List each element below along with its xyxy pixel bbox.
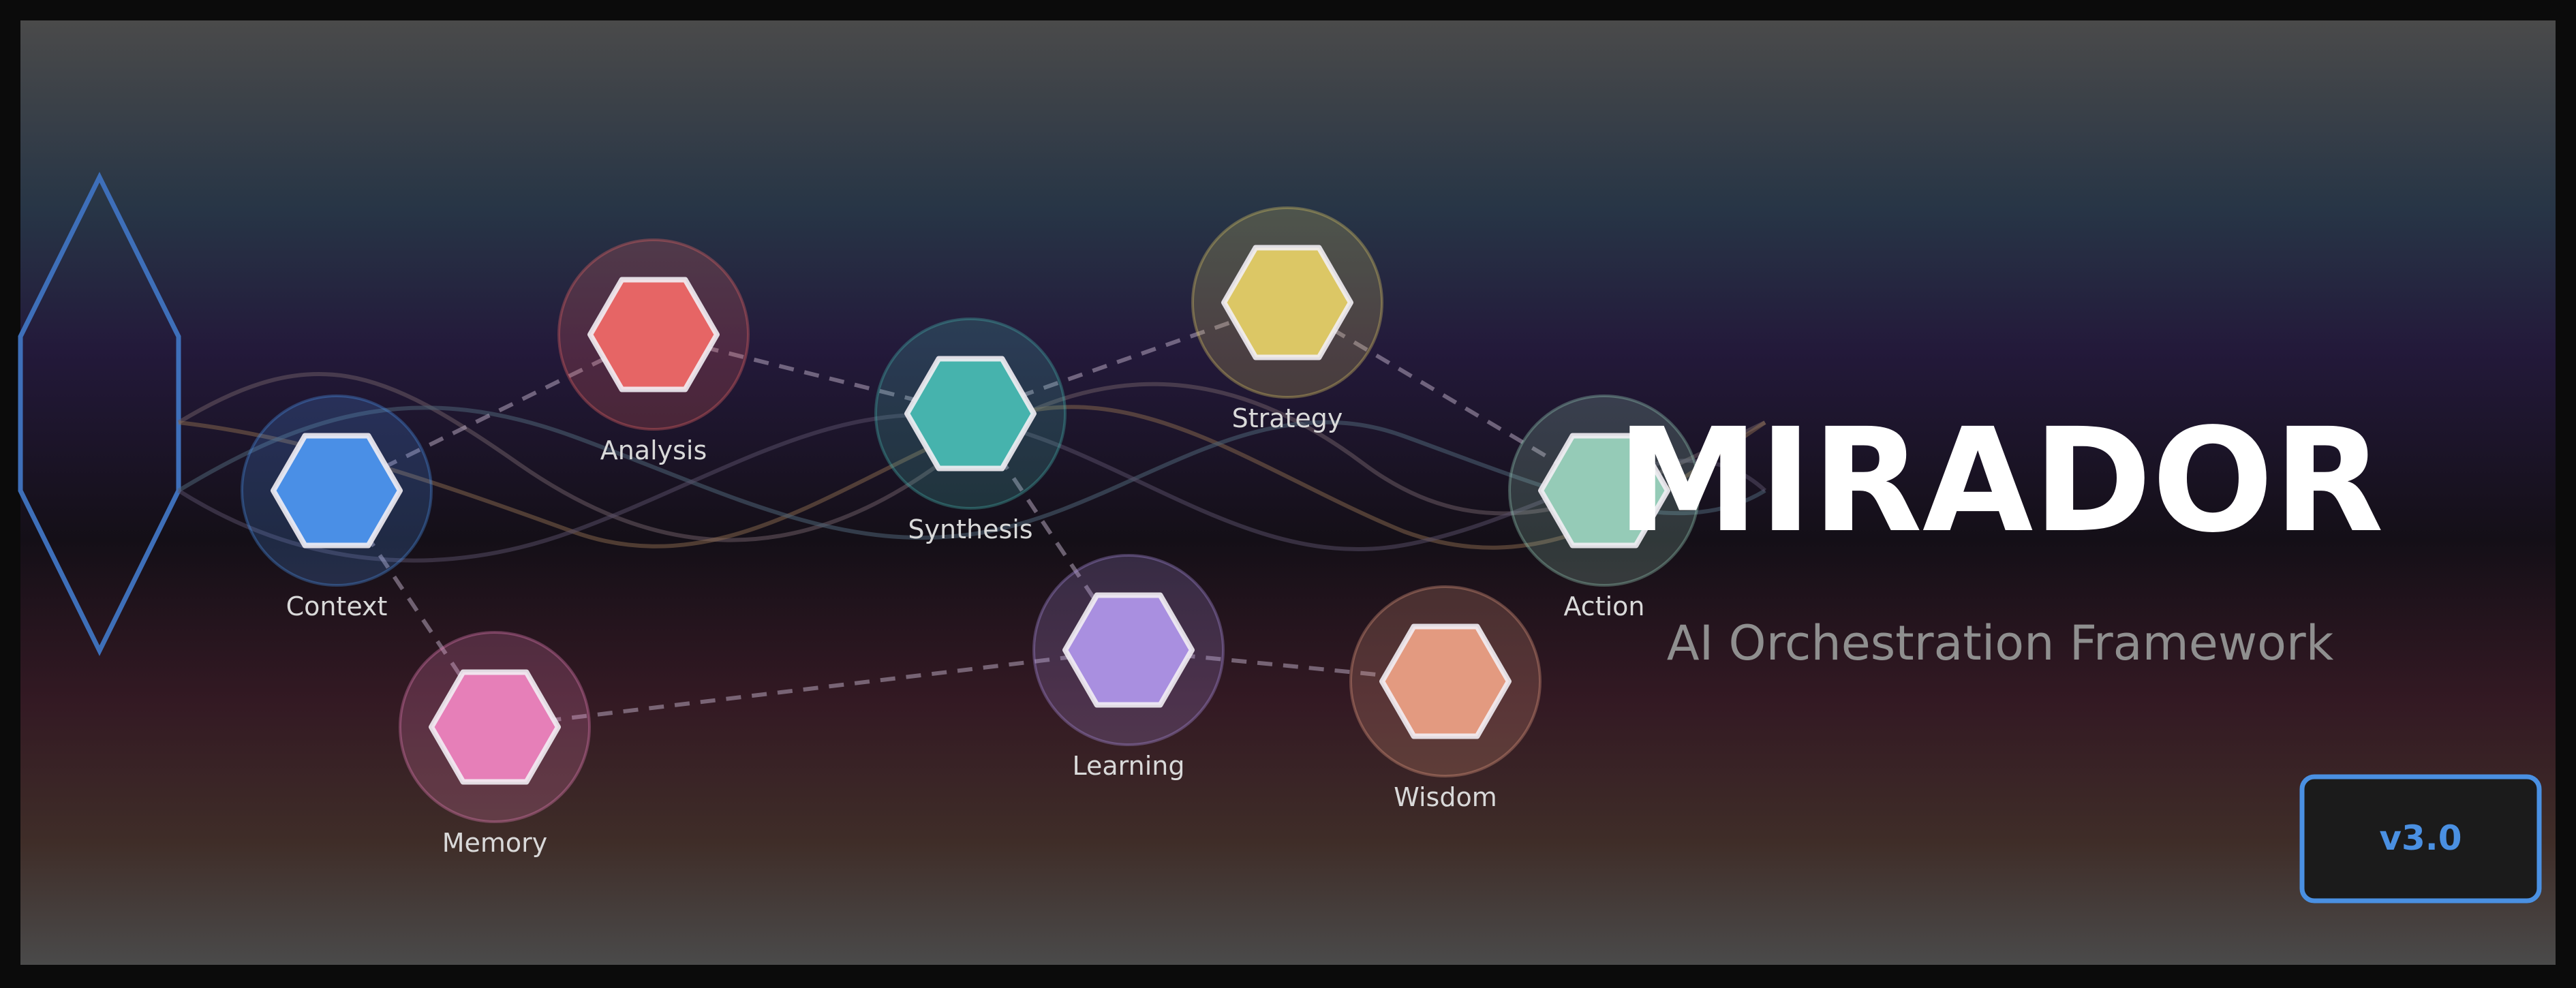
- hexagon-icon: [1538, 433, 1670, 549]
- brand-subtitle: AI Orchestration Framework: [1667, 615, 2334, 671]
- node-context[interactable]: Context: [241, 395, 433, 621]
- node-learning[interactable]: Learning: [1032, 554, 1225, 781]
- node-label: Synthesis: [908, 514, 1032, 544]
- connection-line: [1286, 300, 1606, 493]
- version-badge-frame: [2299, 774, 2542, 904]
- hexagon-icon: [429, 669, 561, 785]
- node-label: Analysis: [600, 435, 707, 465]
- node-graph: Context Memory Analysis Synthesis Learning St…: [241, 206, 1700, 858]
- node-strategy[interactable]: Strategy: [1191, 206, 1383, 433]
- node-label: Context: [286, 591, 388, 621]
- node-label: Memory: [442, 828, 548, 858]
- wave-line: [177, 405, 1766, 540]
- node-analysis[interactable]: Analysis: [557, 238, 750, 465]
- node-label: Action: [1563, 591, 1644, 621]
- brand-title: MIRADOR: [1616, 397, 2384, 564]
- hexagon-icon: [1062, 592, 1195, 708]
- node-label: Strategy: [1232, 403, 1343, 433]
- node-memory[interactable]: Memory: [399, 631, 591, 858]
- hexagon-icon: [1379, 623, 1512, 739]
- node-wisdom[interactable]: Wisdom: [1349, 585, 1542, 812]
- node-synthesis[interactable]: Synthesis: [874, 318, 1067, 544]
- hexagon-icon: [271, 433, 403, 549]
- connection-line: [494, 648, 1129, 729]
- hexagon-icon: [904, 356, 1037, 472]
- node-label: Wisdom: [1394, 782, 1497, 812]
- node-action[interactable]: Action: [1508, 395, 1700, 621]
- crystal-outline-icon: [18, 172, 181, 656]
- node-label: Learning: [1073, 751, 1185, 781]
- hexagon-icon: [587, 277, 720, 392]
- banner-background: [20, 20, 2556, 965]
- hexagon-icon: [1221, 245, 1353, 360]
- connection-line: [335, 333, 655, 493]
- version-badge[interactable]: v3.0: [2299, 774, 2542, 904]
- version-label: v3.0: [2379, 818, 2462, 858]
